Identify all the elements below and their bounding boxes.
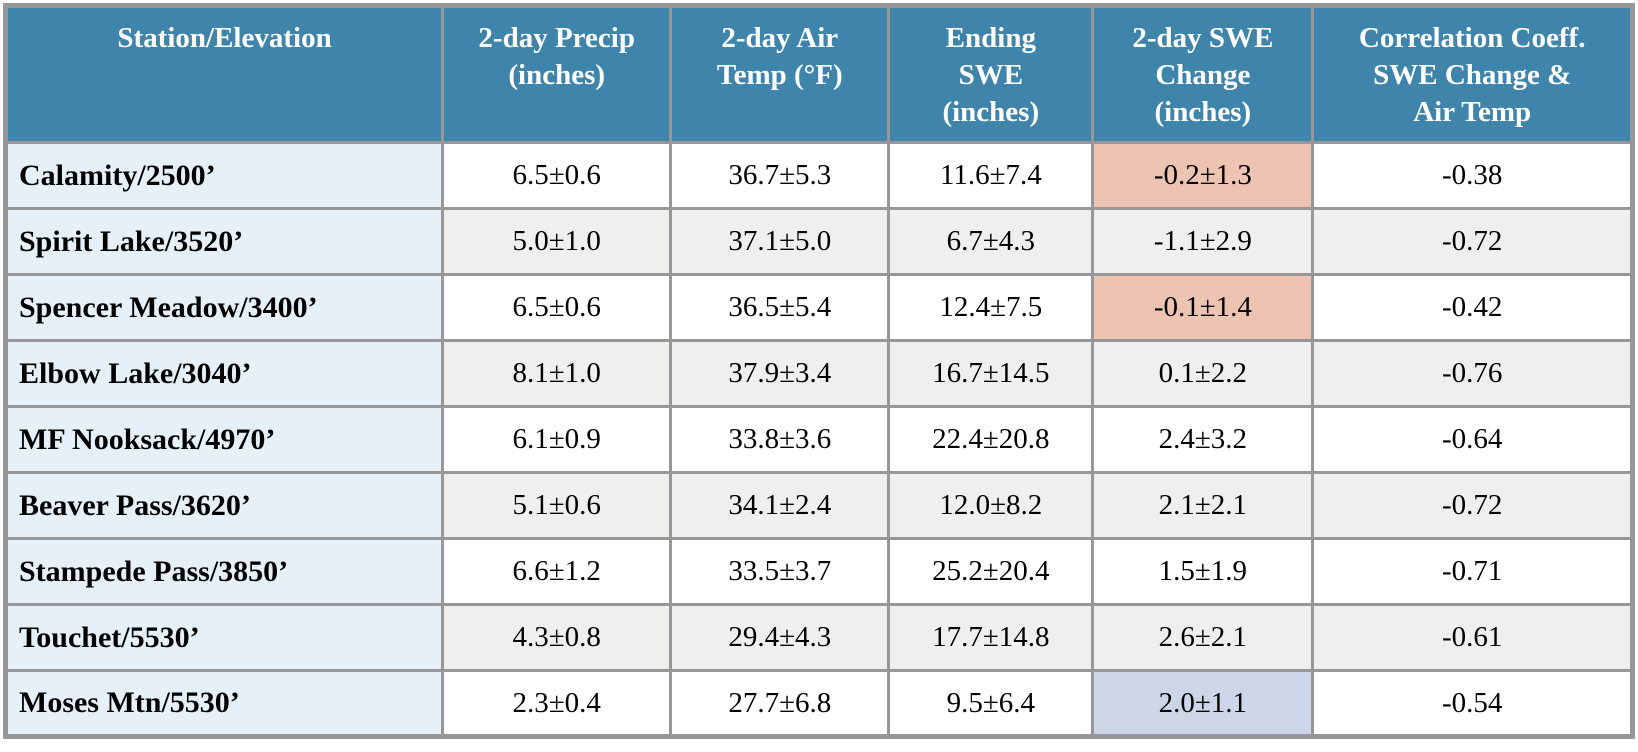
air-temp-cell: 27.7±6.8 [669, 669, 891, 738]
ending-swe-cell: 9.5±6.4 [887, 669, 1095, 738]
ending-swe-cell: 11.6±7.4 [887, 141, 1095, 210]
station-cell: Moses Mtn/5530’ [3, 669, 445, 738]
table-row: Touchet/5530’ 4.3±0.8 29.4±4.3 17.7±14.8 2.6… [3, 603, 1634, 672]
ending-swe-cell: 16.7±14.5 [887, 339, 1095, 408]
precip-cell: 6.5±0.6 [441, 273, 673, 342]
table-row: Spencer Meadow/3400’ 6.5±0.6 36.5±5.4 12.4±… [3, 273, 1634, 342]
station-swe-table: Station/Elevation 2-day Precip (inches) … [3, 3, 1635, 739]
table-row: Calamity/2500’ 6.5±0.6 36.7±5.3 11.6±7.4 -0.… [3, 141, 1634, 210]
column-header-2day-air-temp: 2-day Air Temp (°F) [669, 4, 891, 144]
precip-cell: 4.3±0.8 [441, 603, 673, 672]
swe-change-cell-decrease-highlight: -0.1±1.4 [1091, 273, 1315, 342]
ending-swe-cell: 12.4±7.5 [887, 273, 1095, 342]
table-row: Elbow Lake/3040’ 8.1±1.0 37.9±3.4 16.7±14.5… [3, 339, 1634, 408]
precip-cell: 5.0±1.0 [441, 207, 673, 276]
swe-change-cell-decrease-highlight: -0.2±1.3 [1091, 141, 1315, 210]
station-cell: Spirit Lake/3520’ [3, 207, 445, 276]
correlation-cell: -0.76 [1311, 339, 1634, 408]
air-temp-cell: 33.5±3.7 [669, 537, 891, 606]
table-header: Station/Elevation 2-day Precip (inches) … [3, 4, 1634, 144]
station-cell: Touchet/5530’ [3, 603, 445, 672]
station-cell: Beaver Pass/3620’ [3, 471, 445, 540]
correlation-cell: -0.72 [1311, 471, 1634, 540]
station-cell: Spencer Meadow/3400’ [3, 273, 445, 342]
precip-cell: 5.1±0.6 [441, 471, 673, 540]
column-header-2day-swe-change: 2-day SWE Change (inches) [1091, 4, 1315, 144]
header-row: Station/Elevation 2-day Precip (inches) … [3, 4, 1634, 144]
ending-swe-cell: 17.7±14.8 [887, 603, 1095, 672]
table-row: MF Nooksack/4970’ 6.1±0.9 33.8±3.6 22.4±20.… [3, 405, 1634, 474]
air-temp-cell: 37.1±5.0 [669, 207, 891, 276]
air-temp-cell: 33.8±3.6 [669, 405, 891, 474]
ending-swe-cell: 6.7±4.3 [887, 207, 1095, 276]
table-row: Stampede Pass/3850’ 6.6±1.2 33.5±3.7 25.2±2… [3, 537, 1634, 606]
swe-change-cell: 0.1±2.2 [1091, 339, 1315, 408]
column-header-2day-precip: 2-day Precip (inches) [441, 4, 673, 144]
swe-change-cell-decrease-highlight: -1.1±2.9 [1091, 207, 1315, 276]
swe-change-cell: 1.5±1.9 [1091, 537, 1315, 606]
correlation-cell: -0.54 [1311, 669, 1634, 738]
air-temp-cell: 37.9±3.4 [669, 339, 891, 408]
correlation-cell: -0.64 [1311, 405, 1634, 474]
swe-change-cell: 2.4±3.2 [1091, 405, 1315, 474]
station-cell: Stampede Pass/3850’ [3, 537, 445, 606]
precip-cell: 6.5±0.6 [441, 141, 673, 210]
ending-swe-cell: 12.0±8.2 [887, 471, 1095, 540]
table-row: Beaver Pass/3620’ 5.1±0.6 34.1±2.4 12.0±8.2… [3, 471, 1634, 540]
station-cell: MF Nooksack/4970’ [3, 405, 445, 474]
swe-change-cell: 2.1±2.1 [1091, 471, 1315, 540]
swe-change-cell-increase-highlight: 2.0±1.1 [1091, 669, 1315, 738]
table-row: Spirit Lake/3520’ 5.0±1.0 37.1±5.0 6.7±4.3-… [3, 207, 1634, 276]
station-cell: Elbow Lake/3040’ [3, 339, 445, 408]
table-row: Moses Mtn/5530’ 2.3±0.4 27.7±6.8 9.5±6.4 2.0… [3, 669, 1634, 738]
precip-cell: 8.1±1.0 [441, 339, 673, 408]
correlation-cell: -0.38 [1311, 141, 1634, 210]
precip-cell: 6.6±1.2 [441, 537, 673, 606]
air-temp-cell: 34.1±2.4 [669, 471, 891, 540]
ending-swe-cell: 22.4±20.8 [887, 405, 1095, 474]
correlation-cell: -0.42 [1311, 273, 1634, 342]
correlation-cell: -0.71 [1311, 537, 1634, 606]
precip-cell: 6.1±0.9 [441, 405, 673, 474]
precip-cell: 2.3±0.4 [441, 669, 673, 738]
ending-swe-cell: 25.2±20.4 [887, 537, 1095, 606]
station-swe-table-frame: Station/Elevation 2-day Precip (inches) … [3, 3, 1635, 739]
table-body: Calamity/2500’ 6.5±0.6 36.7±5.3 11.6±7.4 -0.… [3, 141, 1634, 738]
swe-change-cell-increase-highlight: 2.6±2.1 [1091, 603, 1315, 672]
correlation-cell: -0.61 [1311, 603, 1634, 672]
station-cell: Calamity/2500’ [3, 141, 445, 210]
air-temp-cell: 29.4±4.3 [669, 603, 891, 672]
air-temp-cell: 36.5±5.4 [669, 273, 891, 342]
correlation-cell: -0.72 [1311, 207, 1634, 276]
column-header-station-elevation: Station/Elevation [3, 4, 445, 144]
air-temp-cell: 36.7±5.3 [669, 141, 891, 210]
column-header-correlation-coeff: Correlation Coeff. SWE Change & Air Temp [1311, 4, 1634, 144]
column-header-ending-swe: Ending SWE (inches) [887, 4, 1095, 144]
